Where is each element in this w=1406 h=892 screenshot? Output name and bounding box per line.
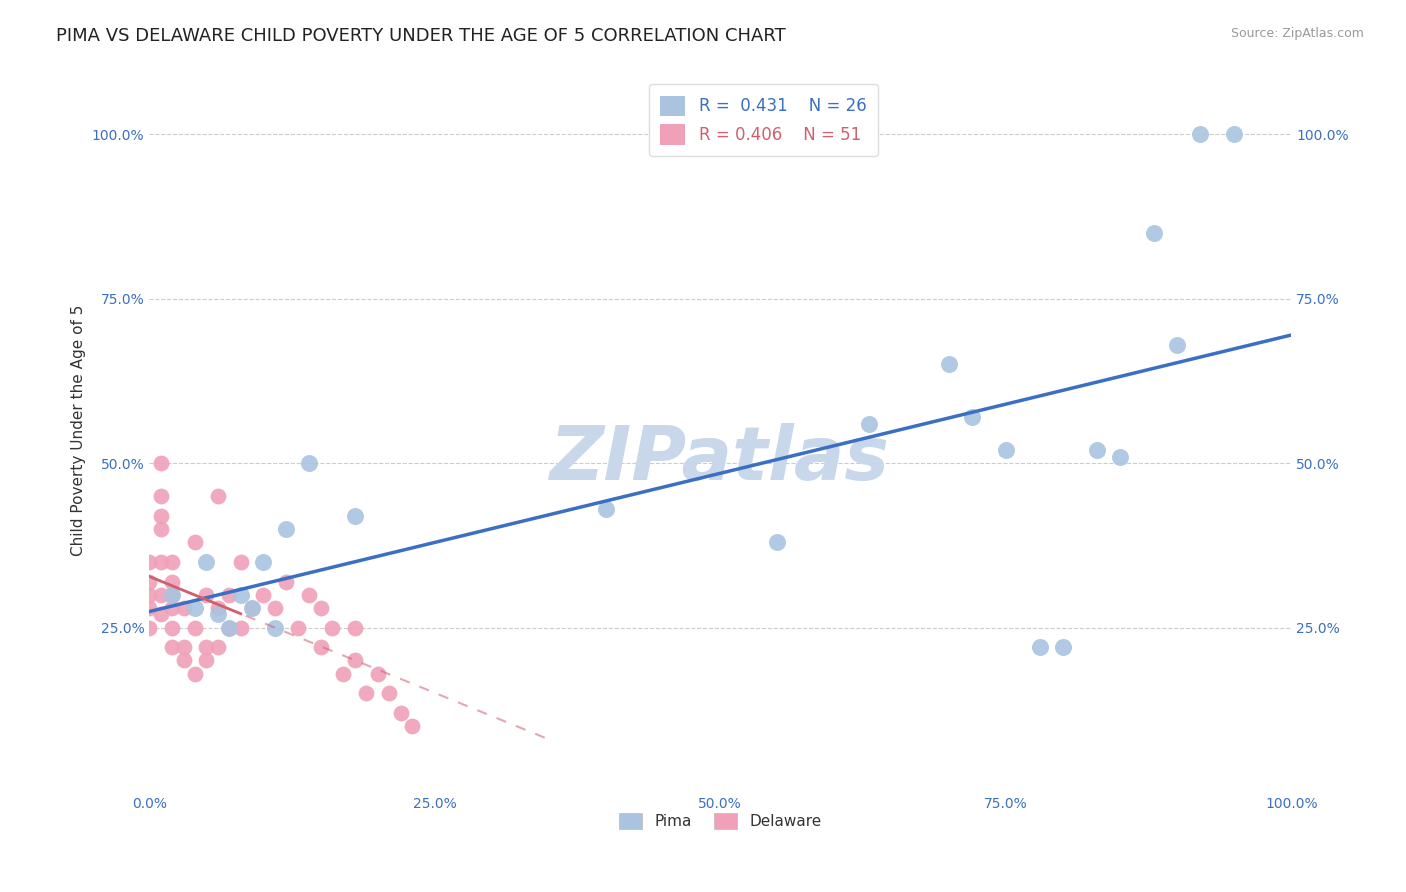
Point <box>184 666 207 681</box>
Point <box>595 502 617 516</box>
Point <box>343 508 366 523</box>
Point <box>195 588 218 602</box>
Point <box>160 640 183 655</box>
Point <box>149 607 172 622</box>
Point <box>1188 128 1211 142</box>
Point <box>207 607 229 622</box>
Point <box>378 686 401 700</box>
Point <box>149 588 172 602</box>
Point <box>401 719 423 733</box>
Point <box>138 588 160 602</box>
Point <box>309 600 332 615</box>
Point <box>195 640 218 655</box>
Point <box>367 666 389 681</box>
Point <box>184 535 207 549</box>
Point <box>1166 337 1188 351</box>
Point <box>389 706 412 720</box>
Point <box>1052 640 1074 655</box>
Point <box>252 588 274 602</box>
Point <box>287 621 309 635</box>
Point <box>1109 450 1132 464</box>
Point <box>1223 128 1246 142</box>
Point <box>240 600 263 615</box>
Text: Source: ZipAtlas.com: Source: ZipAtlas.com <box>1230 27 1364 40</box>
Point <box>184 600 207 615</box>
Point <box>138 600 160 615</box>
Point <box>218 621 240 635</box>
Point <box>160 555 183 569</box>
Point <box>264 621 287 635</box>
Point <box>264 600 287 615</box>
Point <box>173 653 195 667</box>
Point <box>240 600 263 615</box>
Point <box>276 522 298 536</box>
Point <box>276 574 298 589</box>
Point <box>149 489 172 503</box>
Point <box>149 522 172 536</box>
Point <box>195 653 218 667</box>
Point <box>195 555 218 569</box>
Point <box>309 640 332 655</box>
Point <box>138 574 160 589</box>
Point <box>356 686 378 700</box>
Point <box>858 417 880 431</box>
Point <box>207 600 229 615</box>
Point <box>321 621 343 635</box>
Point <box>160 588 183 602</box>
Text: PIMA VS DELAWARE CHILD POVERTY UNDER THE AGE OF 5 CORRELATION CHART: PIMA VS DELAWARE CHILD POVERTY UNDER THE… <box>56 27 786 45</box>
Point <box>184 621 207 635</box>
Point <box>173 640 195 655</box>
Point <box>229 555 252 569</box>
Point <box>160 588 183 602</box>
Point <box>160 600 183 615</box>
Point <box>207 640 229 655</box>
Point <box>218 621 240 635</box>
Point <box>149 508 172 523</box>
Point <box>160 574 183 589</box>
Y-axis label: Child Poverty Under the Age of 5: Child Poverty Under the Age of 5 <box>72 304 86 556</box>
Point <box>343 621 366 635</box>
Point <box>960 410 983 425</box>
Point <box>207 489 229 503</box>
Point <box>938 358 960 372</box>
Point <box>252 555 274 569</box>
Point <box>229 621 252 635</box>
Point <box>298 588 321 602</box>
Point <box>1029 640 1052 655</box>
Text: ZIPatlas: ZIPatlas <box>550 423 890 496</box>
Point <box>149 555 172 569</box>
Point <box>218 588 240 602</box>
Point <box>994 442 1017 457</box>
Legend: Pima, Delaware: Pima, Delaware <box>613 806 828 835</box>
Point <box>138 555 160 569</box>
Point <box>160 621 183 635</box>
Point <box>766 535 789 549</box>
Point <box>298 456 321 470</box>
Point <box>332 666 354 681</box>
Point <box>1143 226 1166 240</box>
Point <box>138 621 160 635</box>
Point <box>1085 442 1108 457</box>
Point <box>149 456 172 470</box>
Point <box>229 588 252 602</box>
Point <box>173 600 195 615</box>
Point <box>343 653 366 667</box>
